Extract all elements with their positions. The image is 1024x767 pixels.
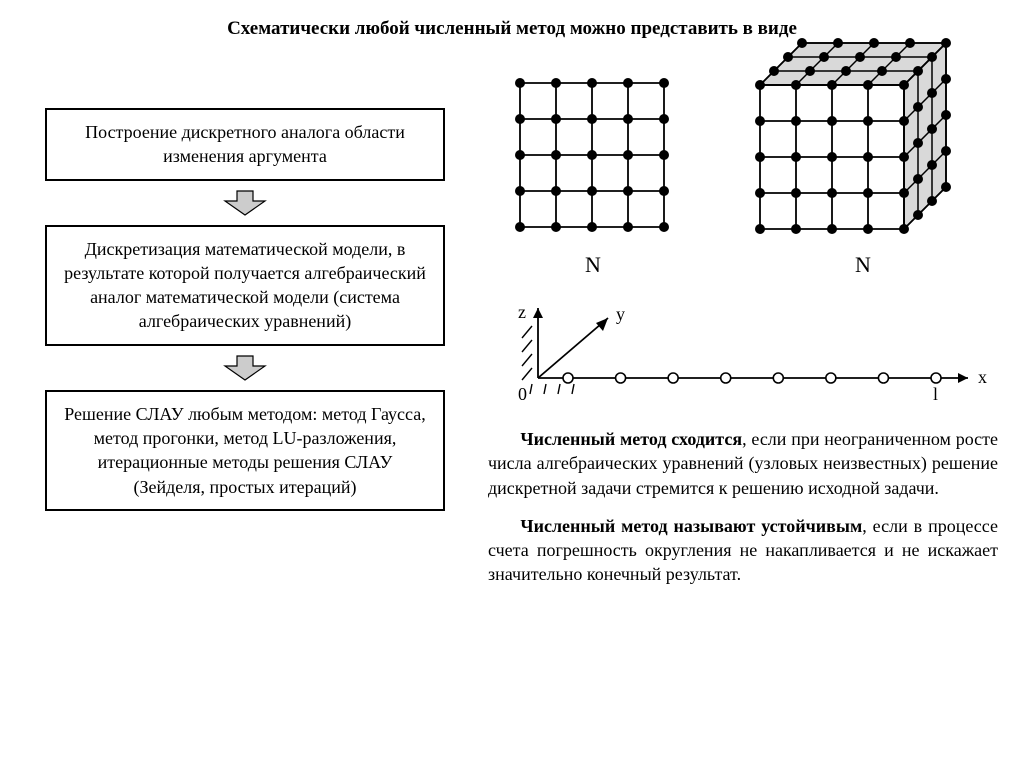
svg-text:y: y [616,304,625,324]
paragraph-convergence: Численный метод сходится, если при неогр… [488,427,998,500]
flow-arrow-2-icon [223,354,267,382]
main-layout: Построение дискретного аналога области и… [20,58,1004,587]
axis-diagram-icon: x y z 0 l [488,298,998,413]
svg-text:z: z [518,302,526,322]
para2-bold: Численный метод называют устойчивым [520,516,862,536]
grid-2d-label: N [508,252,678,278]
grids-row: N N [488,58,998,278]
grid-2d-wrap: N [508,71,678,278]
svg-text:x: x [978,367,987,387]
flowchart-box-1: Построение дискретного аналога области и… [45,108,445,181]
flowchart-box-2: Дискретизация математической модели, в р… [45,225,445,346]
right-column: N N x y z 0 l Численный метод сходится, если… [488,58,998,587]
axis-diagram: x y z 0 l [488,298,998,413]
paragraph-stability: Численный метод называют устойчивым, есл… [488,514,998,587]
para1-bold: Численный метод сходится [520,429,742,449]
grid-3d-label: N [748,252,978,278]
grid-3d-icon [748,31,978,241]
flowchart-box-3: Решение СЛАУ любым методом: метод Гаусса… [45,390,445,511]
svg-text:0: 0 [518,384,527,404]
flow-arrow-1-icon [223,189,267,217]
grid-2d-icon [508,71,678,241]
svg-text:l: l [933,384,938,404]
flowchart-column: Построение дискретного аналога области и… [20,58,470,587]
grid-3d-wrap: N [748,31,978,278]
